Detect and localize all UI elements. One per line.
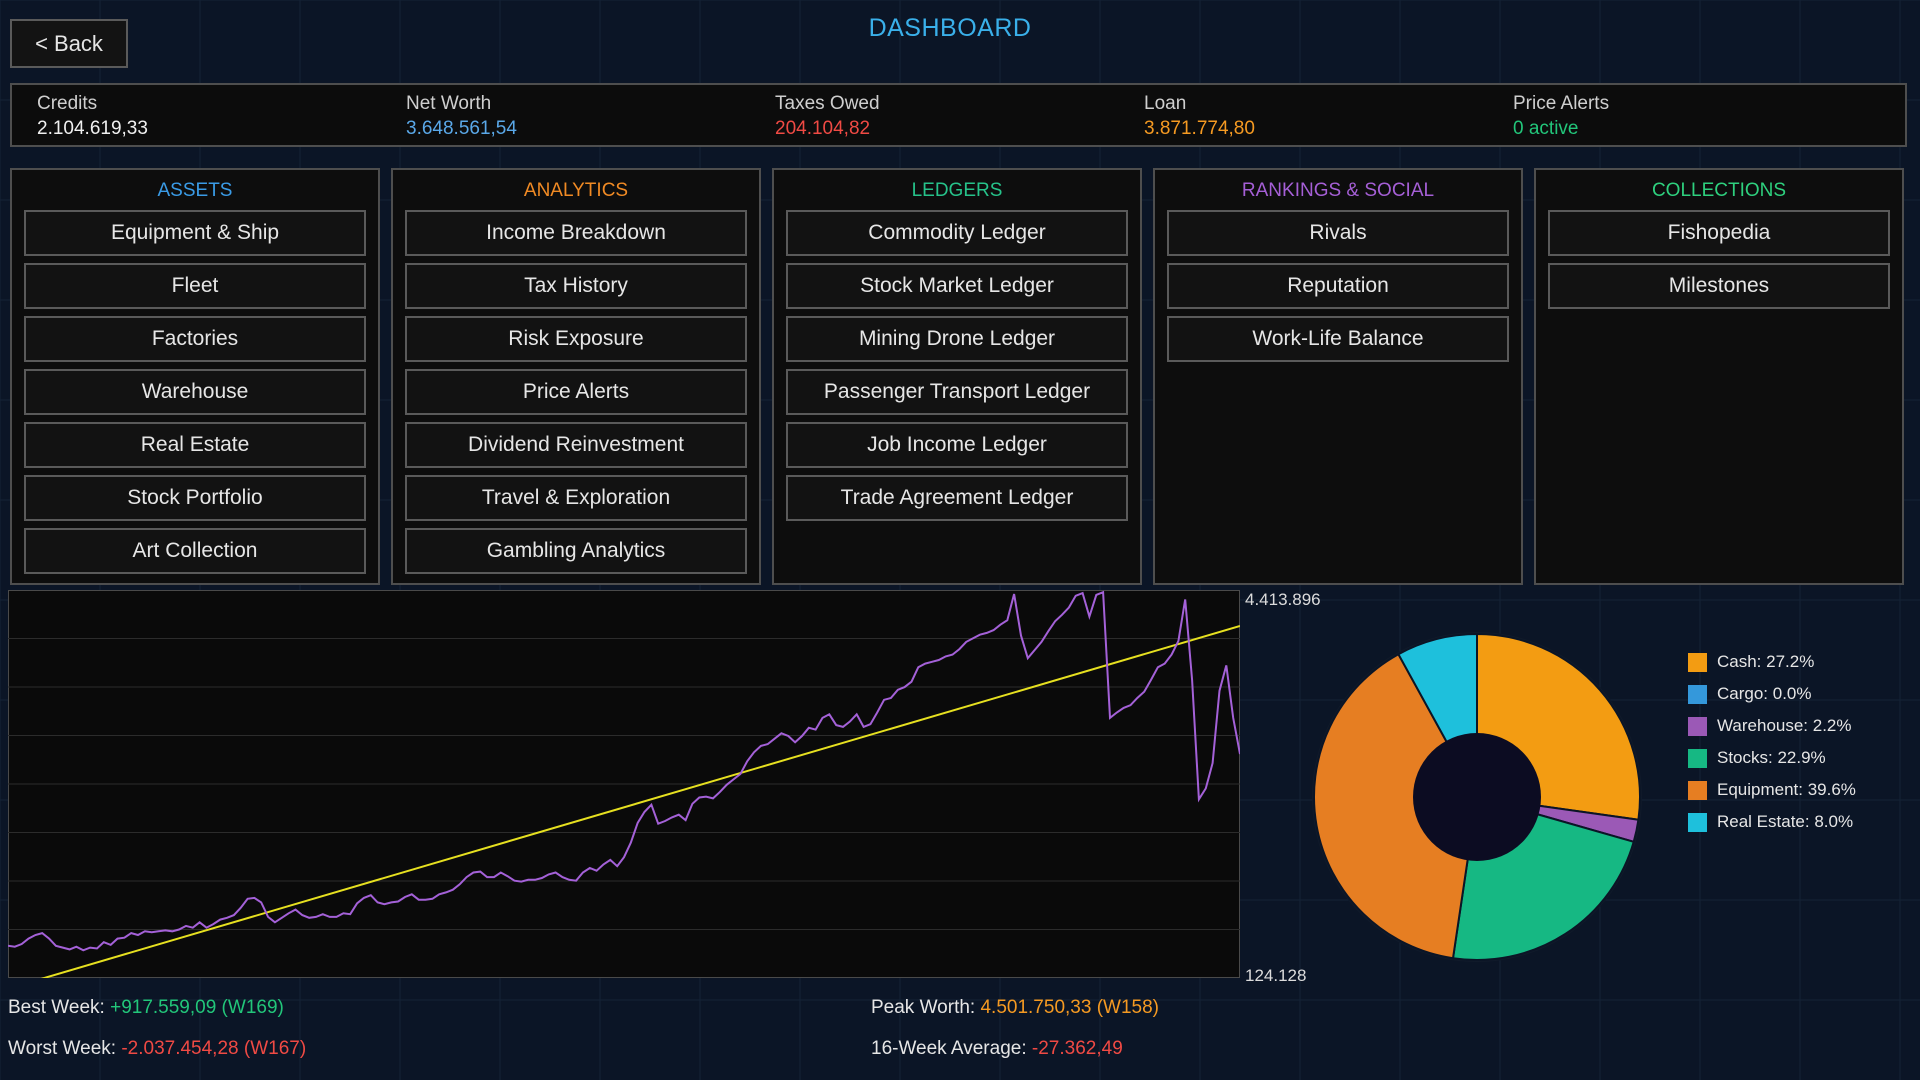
stat-2: Taxes Owed 204.104,82	[775, 93, 880, 140]
panel-title: RANKINGS & SOCIAL	[1241, 180, 1435, 201]
stat-label: Loan	[1144, 93, 1187, 114]
panel-title: ASSETS	[157, 180, 233, 201]
trend-line	[7, 624, 1241, 990]
best-week-stat: Best Week: +917.559,09 (W169)	[8, 997, 284, 1019]
menu-button-real-estate[interactable]: Real Estate	[24, 422, 366, 468]
legend-item: Equipment: 39.6%	[1688, 774, 1856, 806]
y-axis-max-label: 4.413.896	[1245, 590, 1321, 609]
legend-swatch	[1688, 780, 1707, 800]
best-week-value: +917.559,09 (W169)	[110, 997, 284, 1018]
pie-legend: Cash: 27.2% Cargo: 0.0% Warehouse: 2.2% Sto…	[1688, 646, 1856, 838]
menu-button-fleet[interactable]: Fleet	[24, 263, 366, 309]
menu-button-equipment-ship[interactable]: Equipment & Ship	[24, 210, 366, 256]
stat-3: Loan 3.871.774,80	[1144, 93, 1255, 140]
legend-swatch	[1688, 684, 1707, 704]
menu-button-travel-exploration[interactable]: Travel & Exploration	[405, 475, 747, 521]
pie-center-hole	[1413, 733, 1541, 861]
menu-button-factories[interactable]: Factories	[24, 316, 366, 362]
stat-label: Credits	[37, 93, 98, 114]
menu-button-stock-market-ledger[interactable]: Stock Market Ledger	[786, 263, 1128, 309]
y-axis-min-label: 124.128	[1245, 966, 1307, 985]
panel-collections: COLLECTIONS Fishopedia Milestones	[1534, 168, 1904, 585]
legend-item: Cash: 27.2%	[1688, 646, 1856, 678]
pie-slice-equipment	[1313, 652, 1479, 960]
menu-button-art-collection[interactable]: Art Collection	[24, 528, 366, 574]
menu-button-fishopedia[interactable]: Fishopedia	[1548, 210, 1890, 256]
worst-week-value: -2.037.454,28 (W167)	[121, 1038, 307, 1059]
back-button[interactable]: < Back	[10, 19, 128, 68]
asset-allocation-chart	[1312, 632, 1642, 962]
legend-item: Stocks: 22.9%	[1688, 742, 1856, 774]
legend-swatch	[1688, 716, 1707, 736]
stat-0: Credits 2.104.619,33	[37, 93, 148, 140]
menu-button-stock-portfolio[interactable]: Stock Portfolio	[24, 475, 366, 521]
legend-label: Equipment: 39.6%	[1717, 780, 1856, 799]
stat-label: Price Alerts	[1513, 93, 1610, 114]
legend-label: Real Estate: 8.0%	[1717, 812, 1854, 831]
stat-1: Net Worth 3.648.561,54	[406, 93, 517, 140]
worst-week-stat: Worst Week: -2.037.454,28 (W167)	[8, 1038, 306, 1060]
legend-item: Cargo: 0.0%	[1688, 678, 1856, 710]
peak-worth-label: Peak Worth:	[871, 997, 981, 1018]
stat-value: 0 active	[1513, 118, 1579, 139]
menu-button-income-breakdown[interactable]: Income Breakdown	[405, 210, 747, 256]
menu-button-dividend-reinvestment[interactable]: Dividend Reinvestment	[405, 422, 747, 468]
sixteen-week-average-value: -27.362,49	[1031, 1038, 1123, 1059]
legend-swatch	[1688, 748, 1707, 768]
stat-label: Net Worth	[406, 93, 492, 114]
stat-label: Taxes Owed	[775, 93, 880, 114]
stat-4: Price Alerts 0 active	[1513, 93, 1609, 140]
sixteen-week-average-stat: 16-Week Average: -27.362,49	[871, 1038, 1123, 1060]
stat-value: 2.104.619,33	[37, 118, 148, 139]
stat-value: 3.871.774,80	[1144, 118, 1255, 139]
stats-bar: Credits 2.104.619,33 Net Worth 3.648.561,54…	[10, 83, 1907, 147]
worst-week-label: Worst Week:	[8, 1038, 122, 1059]
menu-button-job-income-ledger[interactable]: Job Income Ledger	[786, 422, 1128, 468]
legend-item: Warehouse: 2.2%	[1688, 710, 1856, 742]
menu-button-warehouse[interactable]: Warehouse	[24, 369, 366, 415]
legend-swatch	[1688, 812, 1707, 832]
menu-button-risk-exposure[interactable]: Risk Exposure	[405, 316, 747, 362]
stat-value: 204.104,82	[775, 118, 871, 139]
page-title: DASHBOARD	[868, 14, 1032, 42]
legend-label: Stocks: 22.9%	[1717, 748, 1826, 767]
menu-button-price-alerts[interactable]: Price Alerts	[405, 369, 747, 415]
stat-value: 3.648.561,54	[406, 118, 517, 139]
peak-worth-value: 4.501.750,33 (W158)	[980, 997, 1159, 1018]
legend-label: Cash: 27.2%	[1717, 652, 1815, 671]
menu-button-tax-history[interactable]: Tax History	[405, 263, 747, 309]
panel-title: ANALYTICS	[523, 180, 629, 201]
menu-button-gambling-analytics[interactable]: Gambling Analytics	[405, 528, 747, 574]
panel-analytics: ANALYTICS Income Breakdown Tax History Risk…	[391, 168, 761, 585]
panel-assets: ASSETS Equipment & Ship Fleet Factories Ware…	[10, 168, 380, 585]
legend-label: Cargo: 0.0%	[1717, 684, 1812, 703]
net-worth-chart	[7, 589, 1241, 990]
panel-ledgers: LEDGERS Commodity Ledger Stock Market Ledg…	[772, 168, 1142, 585]
panel-rankings-social: RANKINGS & SOCIAL Rivals Reputation Work-Li…	[1153, 168, 1523, 585]
panel-title: LEDGERS	[911, 180, 1003, 201]
best-week-label: Best Week:	[8, 997, 111, 1018]
menu-button-rivals[interactable]: Rivals	[1167, 210, 1509, 256]
sixteen-week-average-label: 16-Week Average:	[871, 1038, 1032, 1059]
menu-button-milestones[interactable]: Milestones	[1548, 263, 1890, 309]
menu-button-trade-agreement-ledger[interactable]: Trade Agreement Ledger	[786, 475, 1128, 521]
menu-button-passenger-transport-ledger[interactable]: Passenger Transport Ledger	[786, 369, 1128, 415]
menu-button-work-life-balance[interactable]: Work-Life Balance	[1167, 316, 1509, 362]
menu-button-reputation[interactable]: Reputation	[1167, 263, 1509, 309]
legend-swatch	[1688, 652, 1707, 672]
panel-title: COLLECTIONS	[1651, 180, 1787, 201]
legend-label: Warehouse: 2.2%	[1717, 716, 1852, 735]
menu-button-mining-drone-ledger[interactable]: Mining Drone Ledger	[786, 316, 1128, 362]
peak-worth-stat: Peak Worth: 4.501.750,33 (W158)	[871, 997, 1159, 1019]
net-worth-series-line	[7, 590, 1241, 952]
menu-button-commodity-ledger[interactable]: Commodity Ledger	[786, 210, 1128, 256]
legend-item: Real Estate: 8.0%	[1688, 806, 1856, 838]
